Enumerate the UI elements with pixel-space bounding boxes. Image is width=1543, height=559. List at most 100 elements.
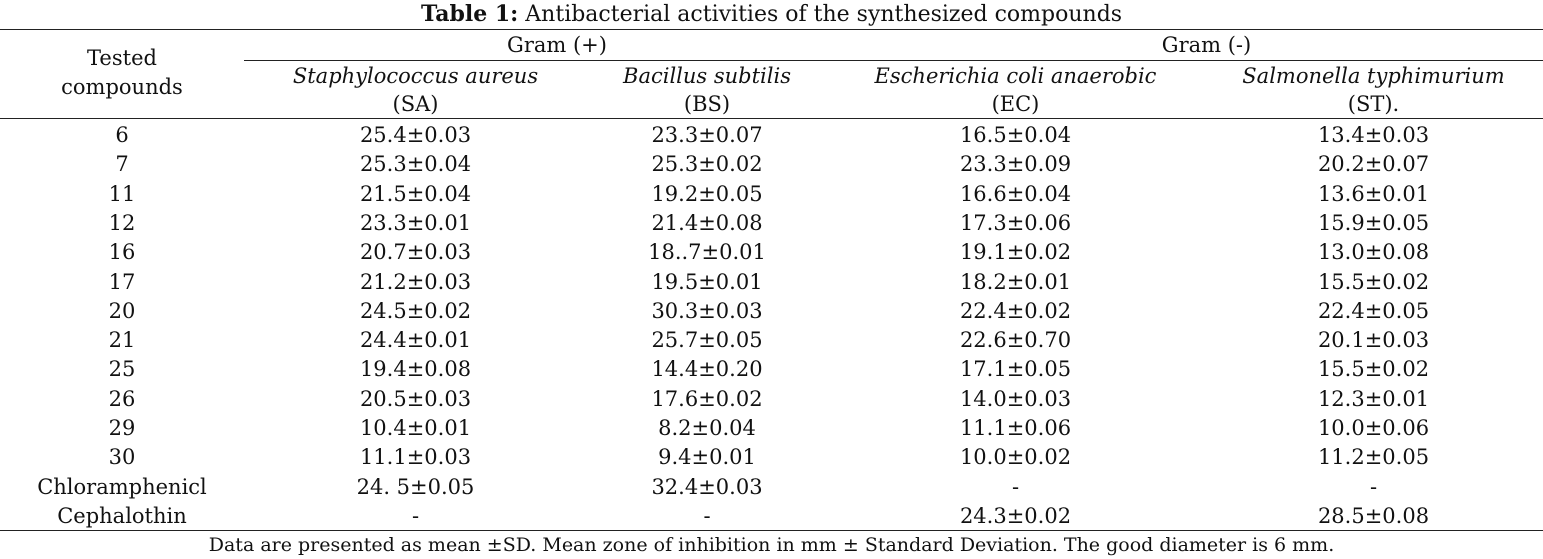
- sa-value-cell: 24. 5±0.05: [356, 474, 475, 499]
- table-row: 29 10.4±0.01 8.2±0.04 11.1±0.06 10.0±0.06: [0, 414, 1543, 443]
- st-value-cell: 20.2±0.07: [1317, 152, 1430, 177]
- st-value-cell: -: [1369, 474, 1378, 499]
- organism-header-ec: Escherichia coli anaerobic (EC): [837, 62, 1194, 118]
- ec-value-cell: 10.0±0.02: [959, 445, 1072, 470]
- ec-value-cell: 22.4±0.02: [959, 298, 1072, 323]
- compound-cell: 11: [108, 181, 136, 206]
- table-row: 17 21.2±0.03 19.5±0.01 18.2±0.01 15.5±0.02: [0, 268, 1543, 297]
- ec-value-cell: 22.6±0.70: [959, 328, 1072, 353]
- compound-cell: 20: [108, 298, 136, 323]
- st-value-cell: 10.0±0.06: [1317, 416, 1430, 440]
- compound-cell: 7: [115, 152, 129, 177]
- ec-value-cell: -: [1011, 474, 1020, 499]
- sa-value-cell: 11.1±0.03: [359, 445, 472, 470]
- bs-value-cell: 9.4±0.01: [658, 445, 756, 470]
- table-row: Chloramphenicl 24. 5±0.05 32.4±0.03 - -: [0, 473, 1543, 502]
- table-row: 21 24.4±0.01 25.7±0.05 22.6±0.70 20.1±0.03: [0, 326, 1543, 355]
- organism-abbr: (ST).: [1347, 92, 1400, 116]
- bs-value-cell: 17.6±0.02: [651, 386, 763, 411]
- bs-value-cell: 30.3±0.03: [651, 298, 763, 323]
- bs-value-cell: -: [703, 503, 711, 528]
- caption-text: Antibacterial activities of the synthesi…: [518, 2, 1123, 27]
- st-value-cell: 12.3±0.01: [1317, 386, 1430, 411]
- sa-value-cell: 24.5±0.02: [359, 298, 472, 323]
- compound-cell: Chloramphenicl: [37, 474, 207, 499]
- organism-header-sa: Staphylococcus aureus (SA): [244, 62, 587, 118]
- organism-name: Bacillus subtilis: [623, 64, 791, 88]
- bs-value-cell: 19.5±0.01: [651, 269, 763, 294]
- compound-cell: 21: [108, 328, 136, 353]
- organism-abbr: (SA): [392, 92, 439, 116]
- sa-value-cell: 10.4±0.01: [359, 416, 472, 440]
- table-bottom-rule: [0, 530, 1543, 531]
- bs-value-cell: 8.2±0.04: [658, 416, 756, 440]
- table-row: 25 19.4±0.08 14.4±0.20 17.1±0.05 15.5±0.02: [0, 355, 1543, 384]
- table-row: 30 11.1±0.03 9.4±0.01 10.0±0.02 11.2±0.05: [0, 443, 1543, 472]
- ec-value-cell: 23.3±0.09: [959, 152, 1072, 177]
- compound-cell: 12: [108, 210, 136, 235]
- ec-value-cell: 19.1±0.02: [959, 240, 1072, 265]
- compound-cell: 26: [108, 386, 136, 411]
- table-row: 11 21.5±0.04 19.2±0.05 16.6±0.04 13.6±0.01: [0, 180, 1543, 209]
- compound-cell: 17: [108, 269, 136, 294]
- st-value-cell: 15.5±0.02: [1317, 357, 1430, 382]
- table-row: 6 25.4±0.03 23.3±0.07 16.5±0.04 13.4±0.03: [0, 121, 1543, 150]
- ec-value-cell: 24.3±0.02: [959, 503, 1072, 528]
- compound-cell: 29: [108, 416, 136, 440]
- organism-abbr: (BS): [683, 92, 731, 116]
- table-row: 26 20.5±0.03 17.6±0.02 14.0±0.03 12.3±0.01: [0, 385, 1543, 414]
- ec-value-cell: 18.2±0.01: [959, 269, 1072, 294]
- ec-value-cell: 16.6±0.04: [959, 181, 1072, 206]
- st-value-cell: 22.4±0.05: [1317, 298, 1430, 323]
- sa-value-cell: 20.7±0.03: [359, 240, 472, 265]
- st-value-cell: 20.1±0.03: [1317, 328, 1430, 353]
- compound-cell: 6: [115, 123, 129, 147]
- st-value-cell: 11.2±0.05: [1317, 445, 1430, 470]
- sa-value-cell: 19.4±0.08: [359, 357, 472, 382]
- st-value-cell: 13.6±0.01: [1317, 181, 1430, 206]
- bs-value-cell: 19.2±0.05: [651, 181, 763, 206]
- organism-header-bs: Bacillus subtilis (BS): [587, 62, 827, 118]
- table-footnote: Data are presented as mean ±SD. Mean zon…: [208, 534, 1335, 556]
- compound-cell: Cephalothin: [57, 503, 187, 528]
- gram-group-rule: [244, 60, 1543, 61]
- sa-value-cell: -: [411, 503, 420, 528]
- ec-value-cell: 16.5±0.04: [959, 123, 1072, 147]
- table-row: Cephalothin - - 24.3±0.02 28.5±0.08: [0, 502, 1543, 531]
- sa-value-cell: 21.2±0.03: [359, 269, 472, 294]
- st-value-cell: 15.5±0.02: [1317, 269, 1430, 294]
- organism-name: Staphylococcus aureus: [292, 64, 539, 88]
- sa-value-cell: 25.3±0.04: [359, 152, 472, 177]
- gram-negative-header: Gram (-): [1161, 33, 1252, 57]
- tested-compounds-line1: Tested: [87, 46, 157, 70]
- sa-value-cell: 25.4±0.03: [359, 123, 472, 147]
- bs-value-cell: 23.3±0.07: [651, 123, 763, 147]
- tested-compounds-line2: compounds: [61, 75, 183, 99]
- st-value-cell: 13.4±0.03: [1317, 123, 1430, 147]
- sa-value-cell: 20.5±0.03: [359, 386, 472, 411]
- sa-value-cell: 23.3±0.01: [359, 210, 472, 235]
- header-bottom-rule: [0, 118, 1543, 119]
- st-value-cell: 15.9±0.05: [1317, 210, 1430, 235]
- table-row: 12 23.3±0.01 21.4±0.08 17.3±0.06 15.9±0.05: [0, 209, 1543, 238]
- st-value-cell: 13.0±0.08: [1317, 240, 1430, 265]
- table-caption: Table 1: Antibacterial activities of the…: [0, 0, 1543, 28]
- gram-positive-header: Gram (+): [507, 33, 607, 57]
- bs-value-cell: 25.7±0.05: [651, 328, 763, 353]
- table-row: 20 24.5±0.02 30.3±0.03 22.4±0.02 22.4±0.05: [0, 297, 1543, 326]
- table-row: 16 20.7±0.03 18..7±0.01 19.1±0.02 13.0±0.08: [0, 238, 1543, 267]
- bs-value-cell: 21.4±0.08: [651, 210, 763, 235]
- ec-value-cell: 14.0±0.03: [959, 386, 1072, 411]
- ec-value-cell: 11.1±0.06: [959, 416, 1072, 440]
- bs-value-cell: 32.4±0.03: [651, 474, 763, 499]
- sa-value-cell: 24.4±0.01: [359, 328, 472, 353]
- tested-compounds-header: Tested compounds: [0, 44, 244, 102]
- organism-abbr: (EC): [991, 92, 1040, 116]
- top-rule: [0, 29, 1543, 30]
- organism-name: Salmonella typhimurium: [1242, 64, 1505, 88]
- compound-cell: 16: [108, 240, 136, 265]
- organism-name: Escherichia coli anaerobic: [874, 64, 1157, 88]
- ec-value-cell: 17.3±0.06: [959, 210, 1072, 235]
- sa-value-cell: 21.5±0.04: [359, 181, 472, 206]
- bs-value-cell: 25.3±0.02: [651, 152, 763, 177]
